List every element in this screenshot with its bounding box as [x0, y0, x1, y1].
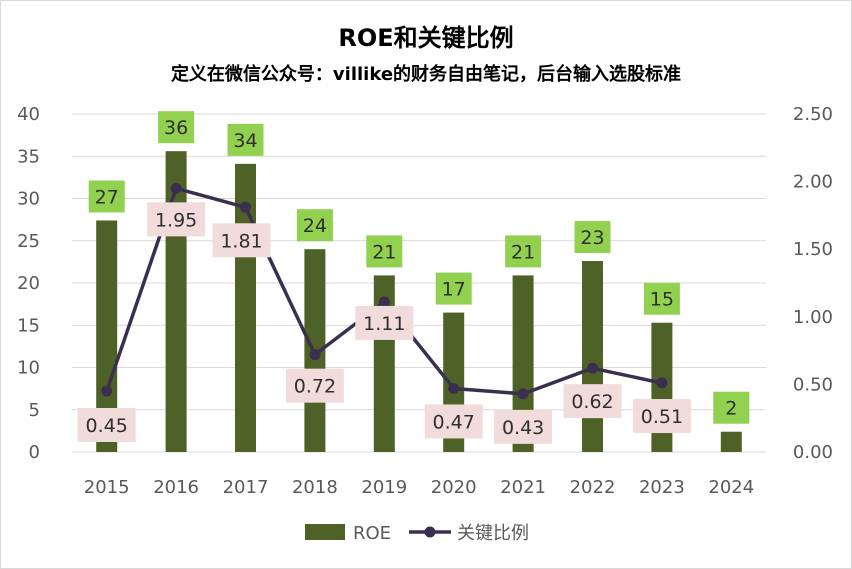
legend: ROE 关键比例 — [305, 523, 529, 544]
ratio-point — [309, 349, 321, 361]
y-left-tick-label: 25 — [17, 231, 40, 252]
svg-text:23: 23 — [580, 227, 604, 249]
y-left-tick-label: 20 — [17, 273, 40, 294]
roe-bar — [512, 275, 534, 452]
svg-text:34: 34 — [233, 130, 257, 152]
x-tick-label: 2016 — [153, 477, 199, 498]
svg-text:0.45: 0.45 — [86, 415, 128, 437]
y-right-tick-label: 0.00 — [793, 442, 833, 463]
ratio-point — [240, 201, 251, 213]
ratio-point — [656, 377, 668, 389]
ratio-point — [101, 385, 113, 397]
legend-swatch-bar — [305, 524, 345, 540]
roe-data-label: 2 — [713, 391, 750, 424]
roe-data-label: 27 — [88, 180, 125, 213]
ratio-data-labels: 0.45 1.95 1.81 0.72 1.11 0.47 0.43 0.62 0.51 — [77, 202, 691, 444]
x-tick-label: 2021 — [500, 477, 546, 498]
roe-bar — [165, 151, 187, 452]
roe-data-label: 34 — [227, 123, 264, 156]
roe-data-labels: 27 36 34 24 21 17 21 23 15 2 — [88, 111, 750, 424]
legend-item-ratio: 关键比例 — [409, 523, 529, 544]
roe-data-label: 17 — [435, 272, 472, 305]
roe-data-label: 24 — [296, 209, 333, 242]
y-left-tick-label: 40 — [17, 104, 40, 125]
ratio-data-label: 0.47 — [424, 404, 483, 439]
svg-text:15: 15 — [650, 289, 674, 311]
roe-data-label: 21 — [366, 235, 403, 268]
roe-data-label: 23 — [574, 221, 611, 254]
ratio-data-label: 0.45 — [77, 408, 136, 442]
y-left-tick-label: 35 — [17, 146, 40, 167]
ratio-data-label: 0.72 — [285, 368, 344, 403]
svg-text:0.47: 0.47 — [433, 411, 475, 433]
x-tick-label: 2023 — [639, 477, 685, 498]
chart-title: ROE和关键比例 — [338, 24, 514, 52]
roe-bar — [582, 261, 603, 452]
roe-data-label: 36 — [158, 111, 195, 144]
svg-text:2: 2 — [725, 398, 737, 420]
y-right-tick-label: 2.50 — [793, 104, 833, 125]
ratio-data-label: 1.11 — [355, 305, 414, 340]
ratio-point — [170, 182, 182, 194]
svg-text:27: 27 — [95, 186, 119, 208]
x-tick-label: 2020 — [431, 477, 477, 498]
ratio-data-label: 0.43 — [494, 409, 553, 444]
ratio-point — [517, 388, 529, 400]
svg-text:0.62: 0.62 — [571, 391, 613, 413]
y-left-tick-label: 30 — [17, 189, 40, 210]
x-tick-label: 2022 — [570, 477, 616, 498]
y-right-tick-label: 1.00 — [793, 307, 833, 328]
roe-data-label: 15 — [643, 282, 680, 315]
svg-text:0.43: 0.43 — [502, 417, 544, 439]
svg-text:1.81: 1.81 — [220, 230, 262, 252]
ratio-point — [448, 382, 460, 394]
legend-label: 关键比例 — [457, 523, 529, 544]
chart-subtitle: 定义在微信公众号：villike的财务自由笔记，后台输入选股标准 — [170, 64, 682, 85]
y-left-tick-label: 15 — [17, 315, 40, 336]
legend-swatch-marker — [424, 526, 436, 538]
svg-text:21: 21 — [511, 241, 535, 263]
roe-bar — [96, 220, 118, 452]
y-right-tick-label: 1.50 — [793, 239, 833, 260]
axes: 0 5 10 15 20 25 30 35 40 0.00 0.50 1.00 1.50 2.00 2.50… — [17, 104, 833, 498]
x-tick-label: 2018 — [292, 477, 338, 498]
roe-bar — [720, 431, 742, 452]
svg-text:17: 17 — [442, 279, 466, 301]
y-right-tick-label: 2.00 — [793, 172, 833, 193]
legend-item-roe: ROE — [305, 523, 391, 544]
ratio-data-label: 0.51 — [632, 399, 691, 434]
x-tick-label: 2017 — [223, 477, 269, 498]
y-left-tick-label: 5 — [29, 400, 40, 421]
ratio-data-label: 0.62 — [563, 384, 622, 419]
svg-text:0.72: 0.72 — [294, 376, 336, 398]
ratio-line — [101, 182, 668, 400]
x-tick-label: 2015 — [84, 477, 130, 498]
svg-text:1.95: 1.95 — [155, 209, 197, 231]
x-tick-label: 2019 — [361, 477, 407, 498]
svg-text:24: 24 — [303, 215, 327, 237]
svg-text:36: 36 — [164, 117, 188, 139]
ratio-point — [378, 296, 390, 308]
y-left-tick-label: 10 — [17, 358, 40, 379]
svg-text:0.51: 0.51 — [641, 406, 683, 428]
y-right-tick-label: 0.50 — [793, 374, 833, 395]
x-tick-label: 2024 — [708, 477, 754, 498]
ratio-data-label: 1.81 — [212, 223, 271, 258]
roe-data-label: 21 — [505, 235, 542, 268]
svg-text:1.11: 1.11 — [363, 313, 405, 335]
legend-label: ROE — [353, 523, 391, 544]
ratio-data-label: 1.95 — [147, 202, 206, 237]
svg-text:21: 21 — [372, 241, 396, 263]
ratio-point — [587, 362, 598, 374]
y-left-tick-label: 0 — [29, 442, 40, 463]
